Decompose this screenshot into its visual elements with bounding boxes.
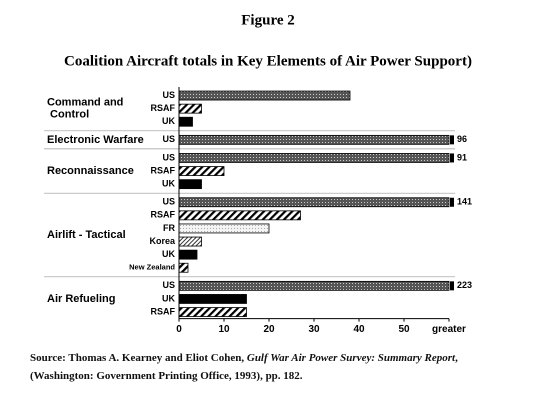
value-label: 91 (457, 152, 467, 162)
group-label: Command and Control (47, 97, 123, 121)
value-label: 223 (457, 280, 472, 290)
bar (178, 166, 225, 176)
chart-title: Figure 2 (241, 12, 294, 28)
bar-category: UK (162, 249, 175, 259)
x-tick-label: greater (432, 324, 466, 335)
chart: Figure 2 Coalition Aircraft totals in Ke… (44, 12, 472, 335)
bar (178, 153, 450, 163)
group-label: Airlift - Tactical (47, 229, 126, 241)
bar (178, 294, 247, 304)
bar-category: US (162, 134, 175, 144)
break-marker (450, 153, 454, 163)
bar (178, 90, 351, 101)
x-tick-label: 0 (176, 324, 182, 335)
bar-category: UK (162, 179, 175, 189)
bar-category: RSAF (151, 103, 176, 113)
group-label: Air Refueling (47, 293, 115, 305)
source-suffix: , (Washington: Government Printing Offic… (30, 352, 458, 382)
source-note: Source: Thomas A. Kearney and Eliot Cohe… (30, 349, 520, 385)
value-label: 96 (457, 134, 467, 144)
bar-category: RSAF (151, 306, 176, 316)
bar (178, 262, 189, 273)
bar (178, 236, 202, 247)
bar (178, 197, 450, 208)
chart-subtitle: Coalition Aircraft totals in Key Element… (64, 53, 472, 69)
bar-category: FR (163, 223, 175, 233)
bar (178, 103, 202, 114)
bar-category: RSAF (151, 210, 176, 220)
source-title: Gulf War Air Power Survey: Summary Repor… (246, 352, 456, 364)
break-marker (450, 197, 454, 207)
bar (178, 210, 301, 221)
bar-category: UK (162, 116, 175, 126)
bar (178, 280, 450, 291)
x-tick-label: 40 (353, 324, 365, 335)
source-prefix: Source: Thomas A. Kearney and Eliot Cohe… (30, 352, 247, 364)
x-tick-label: 20 (263, 324, 275, 335)
bar (178, 116, 193, 127)
bar-category: RSAF (151, 165, 176, 175)
bar-category: Korea (149, 236, 176, 246)
bar-category: US (162, 197, 175, 207)
x-tick-label: 30 (308, 324, 320, 335)
x-tick-label: 50 (398, 324, 410, 335)
bar (178, 307, 247, 317)
x-tick-label: 10 (218, 324, 230, 335)
bar-category: US (162, 152, 175, 162)
bar-category: US (162, 90, 175, 100)
group-label: Electronic Warfare (47, 134, 144, 146)
break-marker (450, 281, 454, 291)
group-label: Reconnaissance (47, 165, 134, 177)
bar-category: US (162, 280, 175, 290)
bar (178, 223, 270, 234)
bar (178, 134, 450, 145)
break-marker (450, 135, 454, 145)
bar-category: New Zealand (129, 263, 175, 272)
bar-category: UK (162, 293, 175, 303)
value-label: 141 (457, 197, 472, 207)
bar (178, 179, 202, 190)
bar (178, 249, 198, 260)
